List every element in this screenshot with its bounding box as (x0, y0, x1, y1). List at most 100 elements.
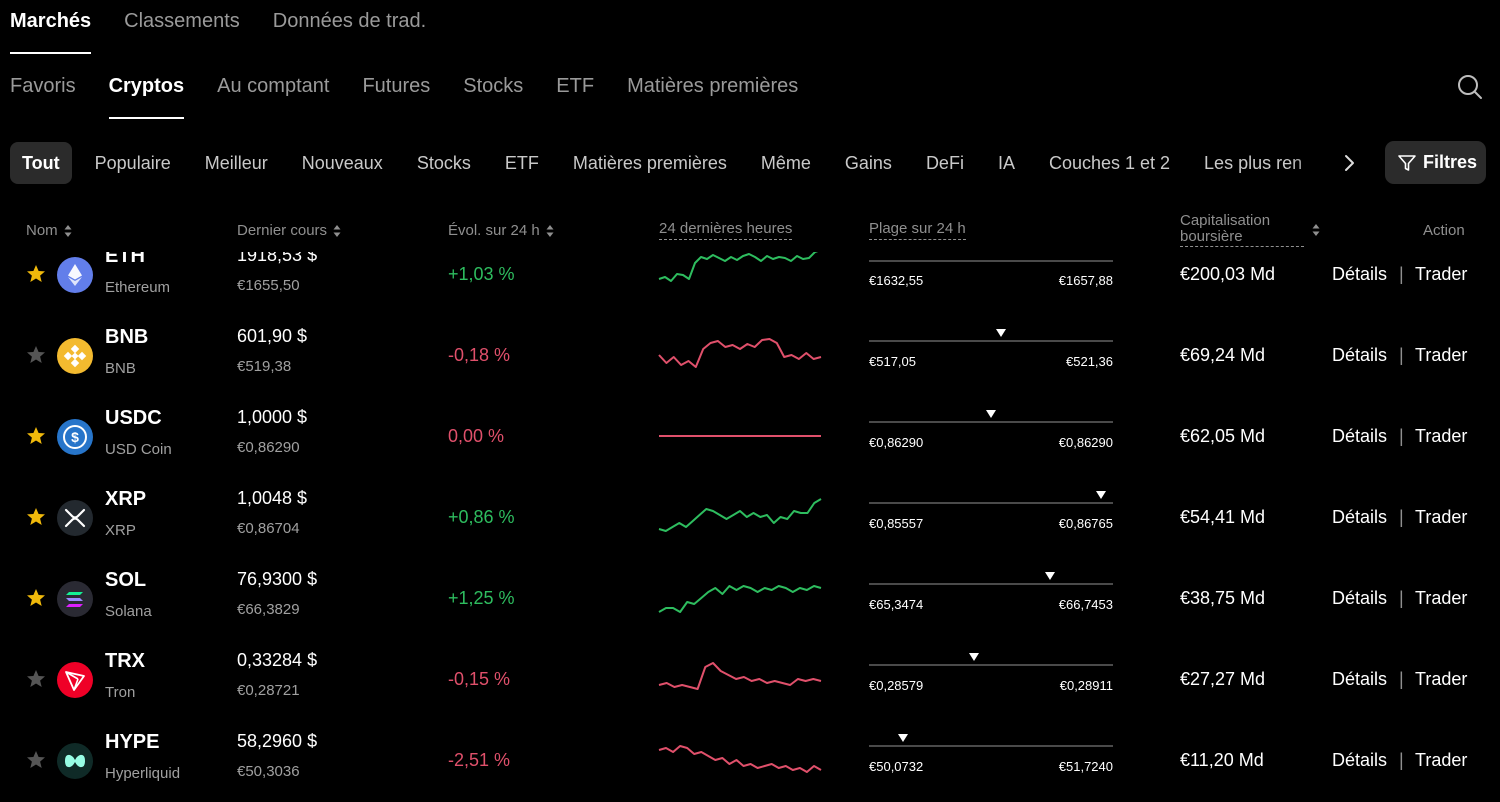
trade-link[interactable]: Trader (1415, 264, 1468, 284)
chip-gains[interactable]: Gains (844, 153, 892, 173)
tab-marches[interactable]: Marchés (10, 0, 92, 54)
tab-classements[interactable]: Classements (124, 10, 240, 32)
col-change-label: Évol. sur 24 h (448, 222, 540, 239)
trade-link[interactable]: Trader (1415, 669, 1468, 689)
trade-link[interactable]: Trader (1415, 426, 1468, 446)
table-row-sol[interactable]: SOL Solana 76,9300 $ €66,3829 +1,25 % €6… (0, 557, 1500, 638)
table-row-eth[interactable]: ETH Ethereum 1918,53 $ €1655,50 +1,03 % … (0, 252, 1500, 314)
col-last-24h[interactable]: 24 dernières heures (659, 220, 793, 240)
tab-stocks[interactable]: Stocks (463, 75, 524, 97)
range-low: €0,86290 (869, 435, 924, 450)
star-icon[interactable] (26, 669, 46, 689)
tab-etf[interactable]: ETF (556, 75, 595, 97)
details-link[interactable]: Détails (1332, 750, 1388, 770)
col-market-cap[interactable]: Capitalisation boursière (1180, 213, 1320, 247)
range-marker (898, 734, 909, 742)
tab-favoris[interactable]: Favoris (10, 75, 76, 97)
range-low: €50,0732 (869, 759, 924, 774)
chip-ia[interactable]: IA (997, 153, 1015, 173)
filter-chips: Tout Populaire Meilleur Nouveaux Stocks … (10, 142, 1360, 184)
chip-couches[interactable]: Couches 1 et 2 (1048, 153, 1171, 173)
col-last-price[interactable]: Dernier cours (237, 222, 341, 239)
star-icon[interactable] (26, 345, 46, 365)
range-bar (869, 421, 1113, 423)
coin-symbol: SOL (105, 569, 147, 591)
range-low: €517,05 (869, 354, 916, 369)
trade-link[interactable]: Trader (1415, 750, 1468, 770)
details-link[interactable]: Détails (1332, 426, 1388, 446)
chevron-right-icon[interactable] (1340, 152, 1360, 174)
xrp-icon (57, 500, 93, 536)
chip-populaire[interactable]: Populaire (94, 153, 171, 173)
tab-au-comptant[interactable]: Au comptant (217, 75, 330, 97)
chips-fade (1290, 142, 1340, 184)
market-cap: €200,03 Md (1180, 264, 1276, 284)
change-24h: +1,25 % (448, 588, 515, 608)
sparkline-chart (658, 585, 822, 613)
table-row-usdc[interactable]: $ USDC USD Coin 1,0000 $ €0,86290 0,00 %… (0, 395, 1500, 476)
details-link[interactable]: Détails (1332, 669, 1388, 689)
range-bar (869, 664, 1113, 666)
col-name[interactable]: Nom (26, 222, 72, 239)
tab-matieres-premieres[interactable]: Matières premières (627, 75, 799, 97)
usdc-icon: $ (57, 419, 93, 455)
table-row-hype[interactable]: HYPE Hyperliquid 58,2960 $ €50,3036 -2,5… (0, 719, 1500, 800)
tab-donnees-trad[interactable]: Données de trad. (272, 10, 427, 32)
table-row-bnb[interactable]: BNB BNB 601,90 $ €519,38 -0,18 % €517,05… (0, 314, 1500, 395)
details-link[interactable]: Détails (1332, 507, 1388, 527)
tab-cryptos[interactable]: Cryptos (108, 66, 184, 119)
trade-link[interactable]: Trader (1415, 507, 1468, 527)
sparkline-chart (658, 498, 822, 532)
star-icon[interactable] (26, 426, 46, 446)
col-market-cap-line1: Capitalisation (1180, 212, 1271, 229)
range-low: €1632,55 (869, 273, 924, 288)
action-separator: | (1399, 345, 1404, 365)
sparkline-path (658, 585, 822, 613)
range-bar (869, 745, 1113, 747)
tab-futures[interactable]: Futures (362, 75, 431, 97)
col-change-24h[interactable]: Évol. sur 24 h (448, 222, 554, 239)
table-row-xrp[interactable]: XRP XRP 1,0048 $ €0,86704 +0,86 % €0,855… (0, 476, 1500, 557)
details-link[interactable]: Détails (1332, 345, 1388, 365)
sparkline-chart (658, 662, 822, 690)
sparkline-path (658, 338, 822, 368)
market-cap: €38,75 Md (1180, 588, 1266, 608)
coin-symbol: ETH (105, 252, 145, 267)
search-icon[interactable] (1456, 73, 1484, 101)
chip-meilleur[interactable]: Meilleur (204, 153, 268, 173)
price-eur: €1655,50 (237, 277, 300, 294)
change-24h: +0,86 % (448, 507, 515, 527)
action-separator: | (1399, 588, 1404, 608)
bnb-icon (57, 338, 93, 374)
chip-meme[interactable]: Même (760, 153, 811, 173)
range-marker (986, 410, 996, 418)
filters-label: Filtres (1423, 152, 1478, 172)
table-row-trx[interactable]: TRX Tron 0,33284 $ €0,28721 -0,15 % €0,2… (0, 638, 1500, 719)
category-tabs: Favoris Cryptos Au comptant Futures Stoc… (10, 66, 831, 120)
tron-icon (57, 662, 93, 698)
range-bar (869, 260, 1113, 262)
chip-nouveaux[interactable]: Nouveaux (301, 153, 383, 173)
chip-stocks[interactable]: Stocks (416, 153, 471, 173)
filters-button[interactable]: Filtres (1385, 141, 1486, 184)
coin-symbol: USDC (105, 407, 162, 429)
col-range-24h[interactable]: Plage sur 24 h (869, 220, 966, 240)
star-icon[interactable] (26, 507, 46, 527)
chip-defi[interactable]: DeFi (925, 153, 964, 173)
star-icon[interactable] (26, 264, 46, 284)
details-link[interactable]: Détails (1332, 588, 1388, 608)
market-cap: €62,05 Md (1180, 426, 1266, 446)
star-icon[interactable] (26, 750, 46, 770)
sparkline-chart (658, 745, 822, 773)
chip-matieres-premieres[interactable]: Matières premières (572, 153, 727, 173)
chip-etf[interactable]: ETF (504, 153, 539, 173)
details-link[interactable]: Détails (1332, 264, 1388, 284)
price-usd: 58,2960 $ (237, 731, 318, 751)
change-24h: 0,00 % (448, 426, 505, 446)
range-marker (1095, 491, 1106, 499)
chip-plus-rentables[interactable]: Les plus ren (1204, 153, 1303, 173)
trade-link[interactable]: Trader (1415, 345, 1468, 365)
star-icon[interactable] (26, 588, 46, 608)
chip-tout[interactable]: Tout (10, 142, 72, 184)
trade-link[interactable]: Trader (1415, 588, 1468, 608)
